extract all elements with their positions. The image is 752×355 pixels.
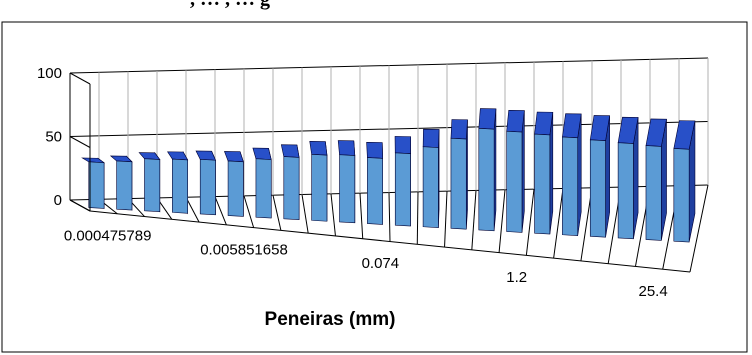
bar-front (422, 146, 439, 228)
bar-front (506, 130, 523, 233)
bar-top (394, 136, 411, 154)
bar (280, 144, 300, 220)
bar-top (309, 141, 328, 156)
tick-labels: 0 50 100 0.000475789 0.005851658 0.074 1.2 25.4 (37, 65, 668, 300)
bar-front (534, 133, 551, 235)
bar (617, 116, 639, 240)
x-axis-title: Peneiras (mm) (265, 309, 396, 330)
x-axis-line (89, 210, 691, 273)
floor-separator (444, 191, 448, 248)
bar-front (199, 159, 216, 216)
bar-top (562, 113, 582, 139)
bar (81, 157, 106, 210)
floor-separator (416, 191, 419, 245)
bar-front (478, 128, 495, 232)
bar (109, 155, 133, 211)
bar-top (478, 108, 497, 130)
bar (195, 150, 217, 216)
bar (337, 140, 356, 224)
floor-separator (471, 190, 477, 250)
floor-separator (553, 188, 564, 259)
bar-top (506, 109, 525, 133)
bar (534, 111, 554, 235)
y-tick-label: 0 (54, 192, 62, 209)
bar-front (172, 158, 188, 214)
bars (81, 108, 696, 243)
x-tick-label: 25.4 (638, 283, 667, 300)
bar-front (589, 139, 606, 238)
floor-separator (498, 189, 506, 253)
bar-top (366, 141, 384, 159)
bar-front (283, 156, 300, 220)
x-tick-label: 0.074 (362, 255, 400, 272)
bar (138, 151, 161, 213)
y-tick-label: 100 (37, 65, 62, 82)
bar-front (673, 148, 690, 243)
bar-front (311, 154, 328, 222)
bar-top (167, 151, 189, 161)
cropped-header-text: , … , … g (190, 0, 270, 11)
bar-top (450, 119, 468, 140)
bar-front (227, 160, 244, 217)
bar-front (617, 142, 634, 240)
floor-separator (243, 195, 255, 228)
y-tick-label: 50 (45, 129, 62, 146)
bar (422, 128, 440, 228)
bar (478, 108, 497, 232)
x-tick-label: 0.000475789 (64, 227, 152, 244)
bar (450, 119, 468, 230)
gridline-side (69, 136, 91, 148)
bar (673, 120, 696, 243)
gridline-side (69, 72, 91, 85)
x-tick-label: 1.2 (506, 269, 527, 286)
bar-top (534, 111, 554, 136)
bar (366, 141, 384, 225)
floor-separator (689, 184, 709, 273)
bar-front (339, 154, 356, 224)
bar-top (223, 151, 244, 163)
floor-separator (330, 193, 336, 237)
bar-front (144, 158, 161, 212)
bar (394, 136, 411, 227)
bar-front (394, 152, 411, 227)
bar-front (116, 160, 133, 211)
chart-border (1, 21, 748, 353)
bar-top (195, 150, 217, 161)
bar-front (562, 136, 579, 236)
bar (223, 151, 244, 217)
bar-top (337, 140, 356, 156)
bar-front (88, 161, 105, 209)
bar (309, 141, 328, 222)
bar (167, 150, 189, 215)
bar (562, 113, 582, 236)
floor-separator (214, 196, 227, 226)
floor-separator (272, 195, 282, 231)
bar-top (280, 144, 300, 158)
x-tick-label: 0.005851658 (200, 241, 288, 258)
axes (69, 73, 691, 273)
floor-separator (525, 189, 535, 256)
bar (506, 109, 525, 233)
bar-top (422, 128, 440, 148)
floor-separator (388, 192, 391, 242)
floor-separator (359, 193, 364, 239)
bar-front (450, 137, 467, 230)
bar-front (367, 157, 383, 225)
floor-separator (301, 194, 309, 234)
gridlines (69, 57, 709, 273)
cropped-header: , … , … g (0, 0, 752, 20)
bar (252, 147, 272, 219)
bar (589, 115, 611, 238)
floor-separator (185, 197, 200, 223)
floor-separator (69, 199, 91, 212)
bar-front (645, 145, 662, 241)
bar-front (255, 158, 272, 219)
bar-top (252, 147, 272, 160)
bar (645, 118, 667, 241)
